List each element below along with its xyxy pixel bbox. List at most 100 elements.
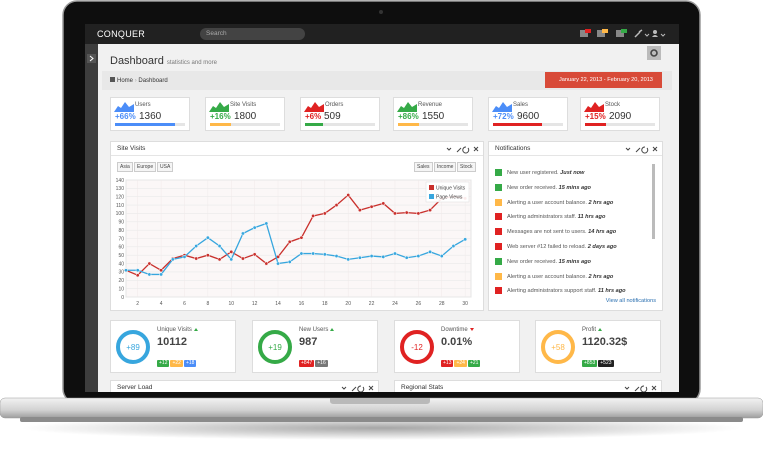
circle-stat[interactable]: +19 New Users 987 +847 +16 <box>252 320 378 373</box>
notification-item[interactable]: Alerting a user account balance. 2 hrs a… <box>495 198 613 206</box>
y-tick-label: 110 <box>116 203 124 209</box>
portlet-tools[interactable] <box>340 383 376 392</box>
notification-item[interactable]: Alerting a user account balance. 2 hrs a… <box>495 272 613 280</box>
data-point <box>240 231 245 236</box>
base-lip <box>20 417 743 422</box>
data-point <box>299 251 304 256</box>
y-tick-label: 20 <box>118 278 124 284</box>
notification-item[interactable]: New order received. 15 mins ago <box>495 257 591 265</box>
y-tick-label: 40 <box>118 261 124 267</box>
progress-track <box>493 123 563 126</box>
chip-row: +13 +24 +21 <box>441 351 481 369</box>
data-point <box>428 249 433 254</box>
data-point <box>159 268 164 273</box>
notification-time: 11 hrs ago <box>577 214 606 221</box>
chip-row: +853 +523 <box>582 351 615 369</box>
portlet-tools[interactable] <box>624 144 660 154</box>
search-box[interactable]: Search <box>200 28 305 40</box>
stat-value: 1360 <box>139 111 162 122</box>
sparkline-icon <box>584 102 604 112</box>
page-title: Dashboard statistics and more <box>110 55 217 67</box>
stat-tile[interactable]: Sales +72% 9600 <box>488 97 568 131</box>
chip: +853 <box>582 360 598 367</box>
portlet-title: Server Load <box>117 384 153 391</box>
site-visits-portlet: Site Visits 0 10 20 30 40 50 60 70 80 90 100 110 120… <box>110 141 484 311</box>
y-tick-label: 80 <box>118 228 124 234</box>
breadcrumb-item[interactable]: Dashboard <box>138 78 168 84</box>
stat-tile[interactable]: Site Visits +16% 1800 <box>205 97 285 131</box>
notch <box>330 398 430 404</box>
breadcrumb-item[interactable]: Home <box>117 78 134 84</box>
notification-item[interactable]: Messages are not sent to users. 14 hrs a… <box>495 228 617 236</box>
gauge-ring <box>541 330 575 364</box>
portlet-tools[interactable] <box>445 144 481 154</box>
data-point <box>159 272 164 277</box>
portlet-tools[interactable] <box>623 383 659 392</box>
metric-tab[interactable]: Stock <box>457 162 476 172</box>
notification-time: 14 hrs ago <box>588 229 617 236</box>
scrollbar[interactable] <box>652 164 655 239</box>
gauge-ring <box>116 330 150 364</box>
data-point <box>346 257 351 262</box>
data-point <box>147 261 152 266</box>
stat-tile[interactable]: Orders +6% 509 <box>300 97 380 131</box>
chip: +13 <box>441 360 454 367</box>
region-tab[interactable]: USA <box>157 162 174 172</box>
stat-tile[interactable]: Stock +15% 2090 <box>580 97 660 131</box>
notification-item[interactable]: Alerting administrators support staff. 1… <box>495 287 626 295</box>
data-point <box>334 203 339 208</box>
subtitle: statistics and more <box>166 60 217 66</box>
data-point <box>416 254 421 259</box>
sparkline-icon <box>209 102 229 112</box>
data-point <box>428 208 433 213</box>
portlet-header: Notifications <box>489 142 662 156</box>
tool-icon <box>624 385 657 392</box>
chip: +22 <box>170 360 183 367</box>
logo[interactable]: CONQUER <box>97 29 146 39</box>
stat-tile[interactable]: Users +66% 1360 <box>110 97 190 131</box>
home-icon <box>110 77 115 82</box>
notification-text: Web server #12 failed to reload. <box>507 243 587 250</box>
stat-label: Users <box>135 102 151 108</box>
progress-bar <box>585 123 606 126</box>
stat-tile[interactable]: Revenue +86% 1550 <box>393 97 473 131</box>
data-point <box>229 257 234 262</box>
x-tick-label: 22 <box>369 301 375 307</box>
region-tab[interactable]: Asia <box>117 162 133 172</box>
metric-tab[interactable]: Sales <box>414 162 433 172</box>
x-tick-label: 14 <box>275 301 281 307</box>
y-tick-label: 140 <box>116 178 125 184</box>
circle-stat[interactable]: -12 Downtime 0.01% +13 +24 +21 <box>394 320 520 373</box>
notification-item[interactable]: Web server #12 failed to reload. 2 days … <box>495 243 617 250</box>
circle-gauge: +58 <box>541 330 575 364</box>
nav-icons[interactable] <box>580 28 670 40</box>
notification-item[interactable]: New order received. 15 mins ago <box>495 183 591 191</box>
portlet-title: Notifications <box>495 145 531 152</box>
x-tick-label: 30 <box>462 301 468 307</box>
circle-stat[interactable]: +58 Profit 1120.32$ +853 +523 <box>535 320 661 373</box>
data-point <box>229 249 234 254</box>
view-all-link[interactable]: View all notifications <box>605 298 656 304</box>
sparkline <box>304 102 324 112</box>
notification-item[interactable]: New user registered. Just now <box>495 169 584 176</box>
metric-tab[interactable]: Income <box>434 162 457 172</box>
stat-change: +6% <box>305 112 322 121</box>
settings-button[interactable] <box>647 46 661 60</box>
notification-text: Alerting a user account balance. <box>507 199 587 206</box>
notification-text: Messages are not sent to users. <box>507 229 587 236</box>
sidebar-toggle[interactable] <box>87 54 96 63</box>
chip: +24 <box>454 360 467 367</box>
data-point <box>287 259 292 264</box>
data-point <box>311 251 316 256</box>
portlet-title: Site Visits <box>117 145 146 152</box>
region-tab[interactable]: Europe <box>134 162 157 172</box>
sparkline-icon <box>304 102 324 112</box>
x-tick-label: 2 <box>136 301 139 307</box>
chip: +12 <box>157 360 170 367</box>
data-point <box>393 251 397 256</box>
circle-stat[interactable]: +89 Unique Visits 10112 +12 +22 +18 <box>110 320 236 373</box>
circle-number: 1120.32$ <box>582 336 628 348</box>
notification-item[interactable]: Alerting administrators staff. 11 hrs ag… <box>495 213 606 221</box>
date-range-button[interactable]: January 22, 2013 - February 20, 2013 <box>545 72 662 88</box>
notification-time: 2 days ago <box>587 243 617 250</box>
